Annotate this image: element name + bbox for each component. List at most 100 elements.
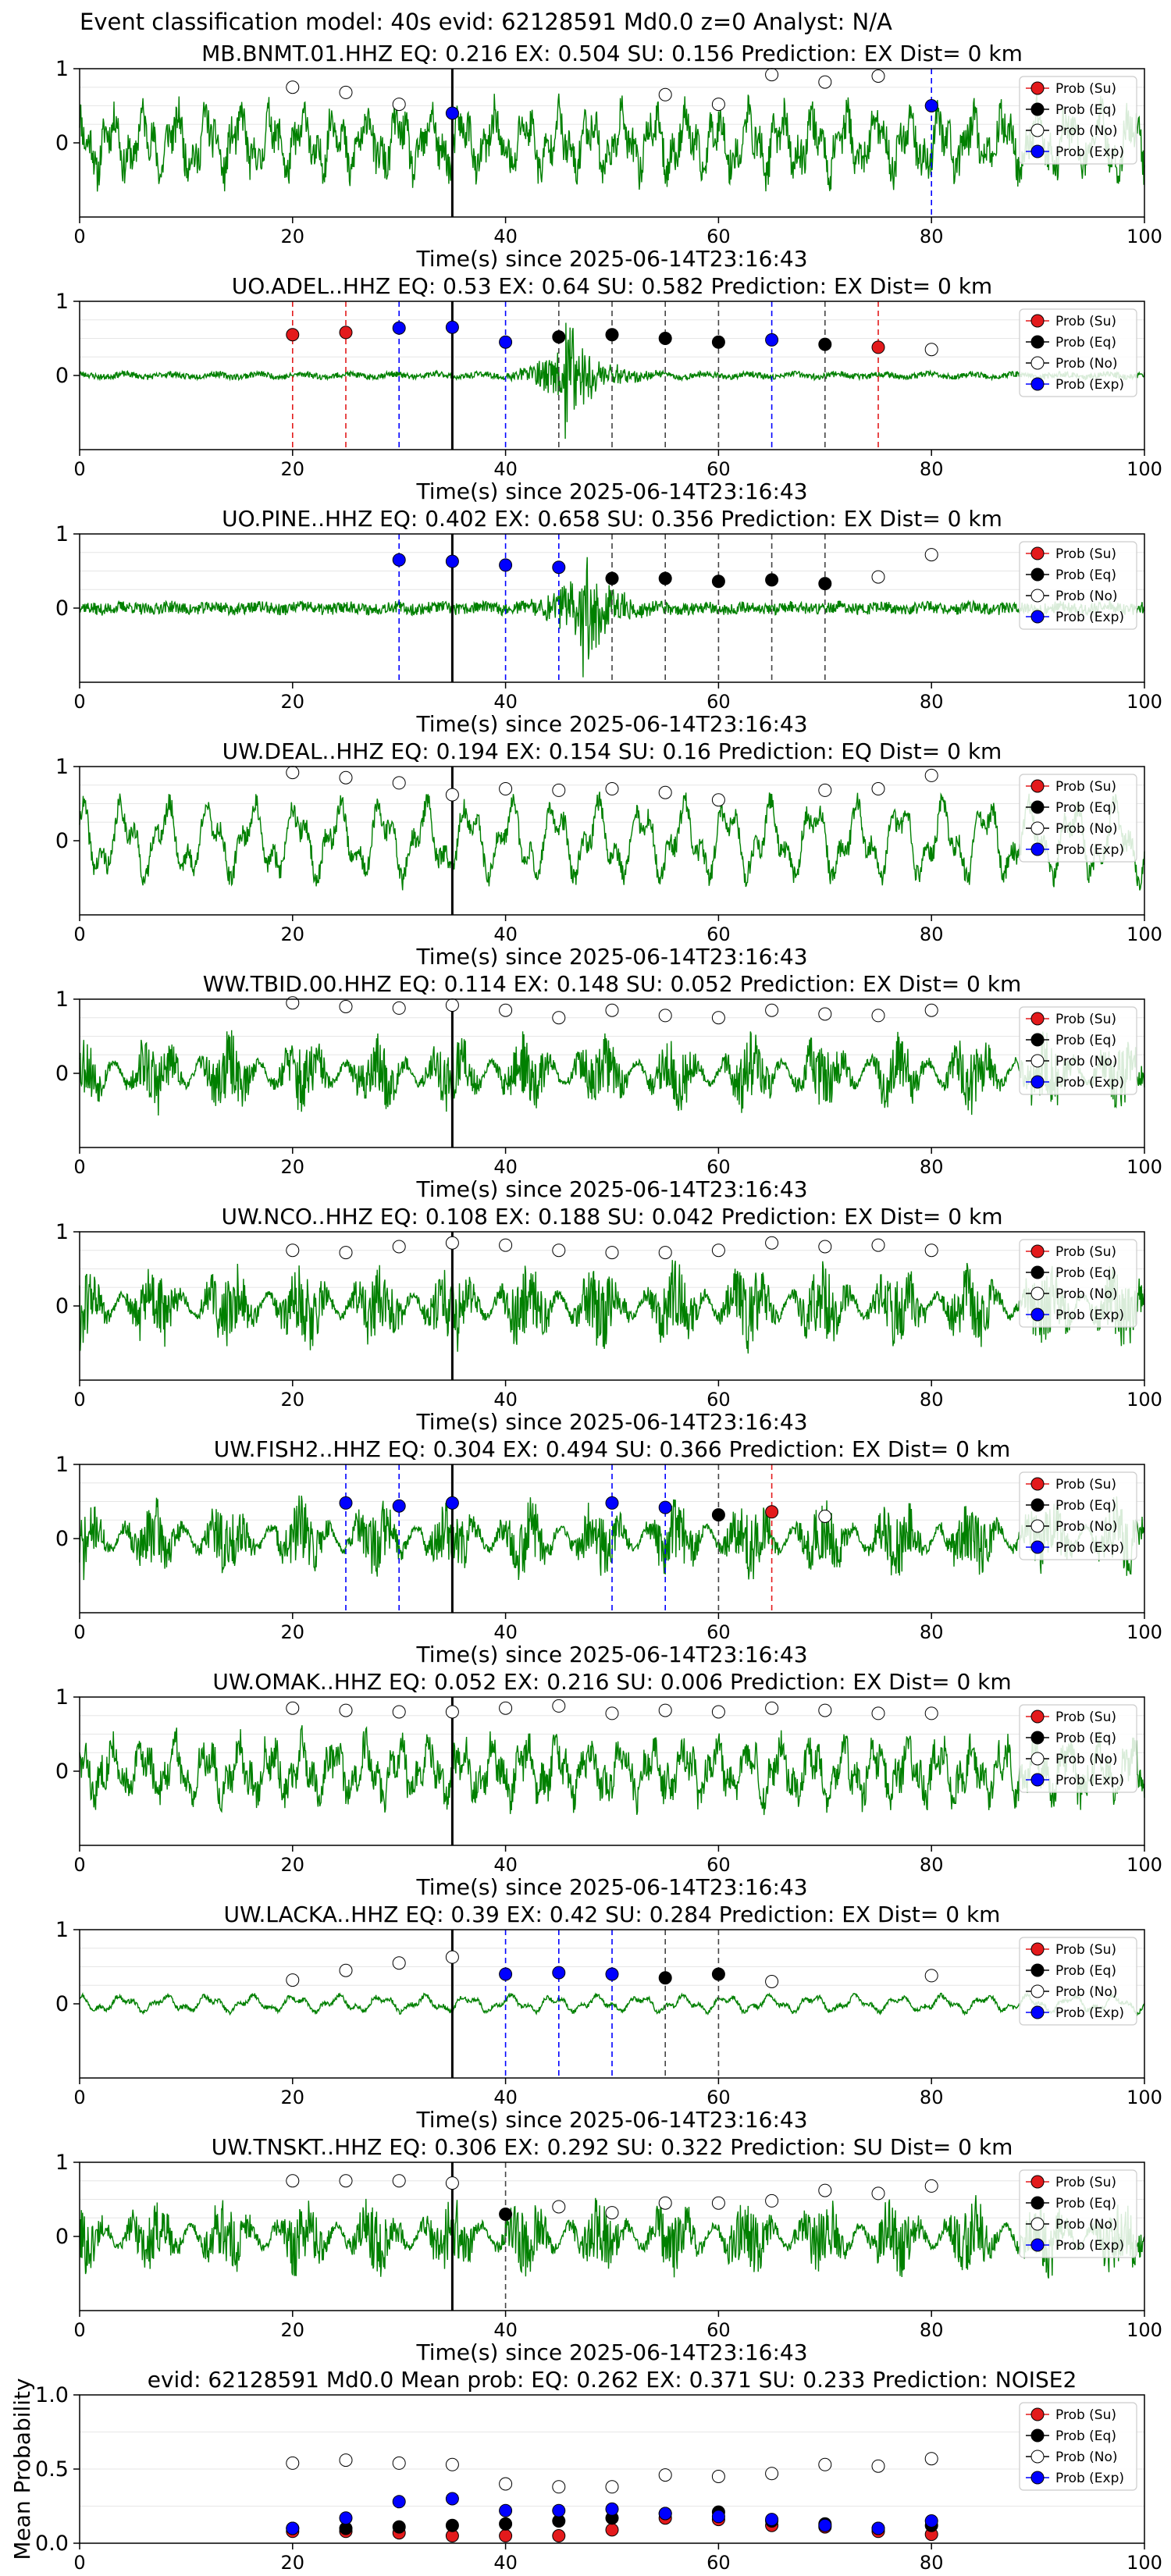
legend-marker-eq (1030, 800, 1045, 814)
prob-marker-eq (658, 1971, 672, 1985)
prob-marker-no (552, 1244, 566, 1258)
prob-marker-no (765, 1701, 779, 1715)
prob-marker-eq (605, 571, 619, 585)
panel-10: evid: 62128591 Md0.0 Mean prob: EQ: 0.26… (9, 2367, 1162, 2574)
prob-marker-no (392, 1001, 406, 1015)
prob-marker-no (711, 1011, 725, 1025)
legend-label-eq: Prob (Eq) (1055, 1498, 1116, 1514)
legend-marker-su (1030, 2175, 1045, 2189)
x-tick-label: 100 (1127, 1854, 1162, 1876)
legend-marker-su (1030, 1244, 1045, 1258)
x-tick-label: 100 (1127, 1389, 1162, 1411)
mean-marker-exp (765, 2513, 779, 2527)
waveform-trace-9 (79, 2195, 1145, 2279)
legend-box-7 (1019, 1704, 1137, 1793)
prob-marker-no (392, 1956, 406, 1970)
panel-8: UW.LACKA..HHZ EQ: 0.39 EX: 0.42 SU: 0.28… (55, 1902, 1162, 2133)
legend-marker-no (1030, 821, 1045, 835)
prob-marker-no (552, 1699, 566, 1713)
prob-marker-no (924, 1969, 938, 1983)
prob-marker-no (871, 570, 885, 584)
x-tick-label: 0 (73, 1621, 85, 1643)
legend-label-no: Prob (No) (1055, 589, 1118, 604)
y-tick-label: 0 (55, 1294, 69, 1318)
prob-marker-no (339, 1963, 353, 1977)
prob-marker-no (445, 1236, 459, 1250)
x-tick-label: 100 (1127, 458, 1162, 480)
legend-label-exp: Prob (Exp) (1055, 1075, 1124, 1091)
x-axis-label-3: Time(s) since 2025-06-14T23:16:43 (415, 944, 807, 970)
legend-label-exp: Prob (Exp) (1055, 1308, 1124, 1323)
x-tick-label: 60 (707, 226, 731, 247)
x-tick-label: 100 (1127, 2087, 1162, 2108)
x-tick-label: 20 (281, 923, 305, 945)
prob-marker-no (658, 785, 672, 799)
y-tick-label: 1 (55, 755, 69, 779)
mean-marker-su (605, 2523, 619, 2537)
prob-marker-exp (765, 333, 779, 347)
prob-marker-no (658, 2196, 672, 2210)
legend-marker-exp (1030, 2471, 1045, 2485)
legend-label-su: Prob (Su) (1055, 1477, 1116, 1493)
prob-marker-no (605, 2206, 619, 2220)
x-tick-label: 20 (281, 2319, 305, 2341)
legend-label-no: Prob (No) (1055, 2217, 1118, 2233)
mean-marker-no (286, 2456, 300, 2470)
x-tick-label: 40 (493, 226, 518, 247)
legend-marker-eq (1030, 1731, 1045, 1745)
panel-0: MB.BNMT.01.HHZ EQ: 0.216 EX: 0.504 SU: 0… (55, 41, 1162, 272)
legend-label-su: Prob (Su) (1055, 1942, 1116, 1958)
legend-label-exp: Prob (Exp) (1055, 144, 1124, 160)
x-tick-label: 80 (920, 923, 944, 945)
mean-marker-exp (605, 2502, 619, 2516)
prob-marker-no (924, 2179, 938, 2193)
legend-label-su: Prob (Su) (1055, 314, 1116, 329)
legend-marker-no (1030, 2217, 1045, 2231)
prob-marker-no (765, 68, 779, 82)
legend-label-no: Prob (No) (1055, 1519, 1118, 1535)
x-tick-label: 0 (73, 458, 85, 480)
x-tick-label: 60 (707, 691, 731, 713)
mean-marker-su (552, 2529, 566, 2542)
prob-marker-no (552, 783, 566, 797)
legend-marker-exp (1030, 144, 1045, 158)
prob-marker-no (445, 1705, 459, 1719)
axes-frame-2 (79, 533, 1145, 683)
x-tick-label: 100 (1127, 2319, 1162, 2341)
panel-title-3: UW.DEAL..HHZ EQ: 0.194 EX: 0.154 SU: 0.1… (222, 738, 1002, 764)
prob-marker-no (818, 1703, 832, 1717)
legend-label-su: Prob (Su) (1055, 81, 1116, 97)
x-axis-label-0: Time(s) since 2025-06-14T23:16:43 (415, 246, 807, 272)
x-tick-label: 100 (1127, 1621, 1162, 1643)
legend-label-no: Prob (No) (1055, 821, 1118, 837)
prob-marker-no (286, 1701, 300, 1715)
legend-marker-exp (1030, 1540, 1045, 1554)
mean-marker-exp (286, 2521, 300, 2535)
y-tick-label: 0 (55, 1992, 69, 2016)
mean-marker-exp (392, 2495, 406, 2509)
x-tick-label: 40 (493, 691, 518, 713)
legend-label-eq: Prob (Eq) (1055, 102, 1116, 118)
prob-marker-no (924, 1706, 938, 1720)
prob-marker-eq (658, 332, 672, 345)
prob-marker-no (871, 2186, 885, 2201)
legend-label-su: Prob (Su) (1055, 2407, 1116, 2423)
prob-marker-no (286, 996, 300, 1010)
prob-marker-no (818, 1007, 832, 1021)
legend-label-no: Prob (No) (1055, 356, 1118, 372)
prob-marker-no (924, 343, 938, 357)
prob-marker-exp (499, 558, 513, 572)
x-tick-label: 20 (281, 691, 305, 713)
x-tick-label: 0 (73, 1854, 85, 1876)
mean-marker-exp (552, 2503, 566, 2517)
prob-marker-no (499, 1003, 513, 1017)
x-tick-label: 80 (920, 2552, 944, 2574)
prob-marker-no (924, 768, 938, 782)
y-tick-label: 1 (55, 1220, 69, 1244)
y-axis-label: Mean Probability (9, 2378, 35, 2560)
y-tick-label: 1 (55, 57, 69, 81)
panel-5: UW.NCO..HHZ EQ: 0.108 EX: 0.188 SU: 0.04… (55, 1204, 1162, 1435)
legend-label-eq: Prob (Eq) (1055, 1731, 1116, 1746)
legend-label-eq: Prob (Eq) (1055, 2428, 1116, 2444)
panel-title-5: UW.NCO..HHZ EQ: 0.108 EX: 0.188 SU: 0.04… (222, 1204, 1003, 1229)
